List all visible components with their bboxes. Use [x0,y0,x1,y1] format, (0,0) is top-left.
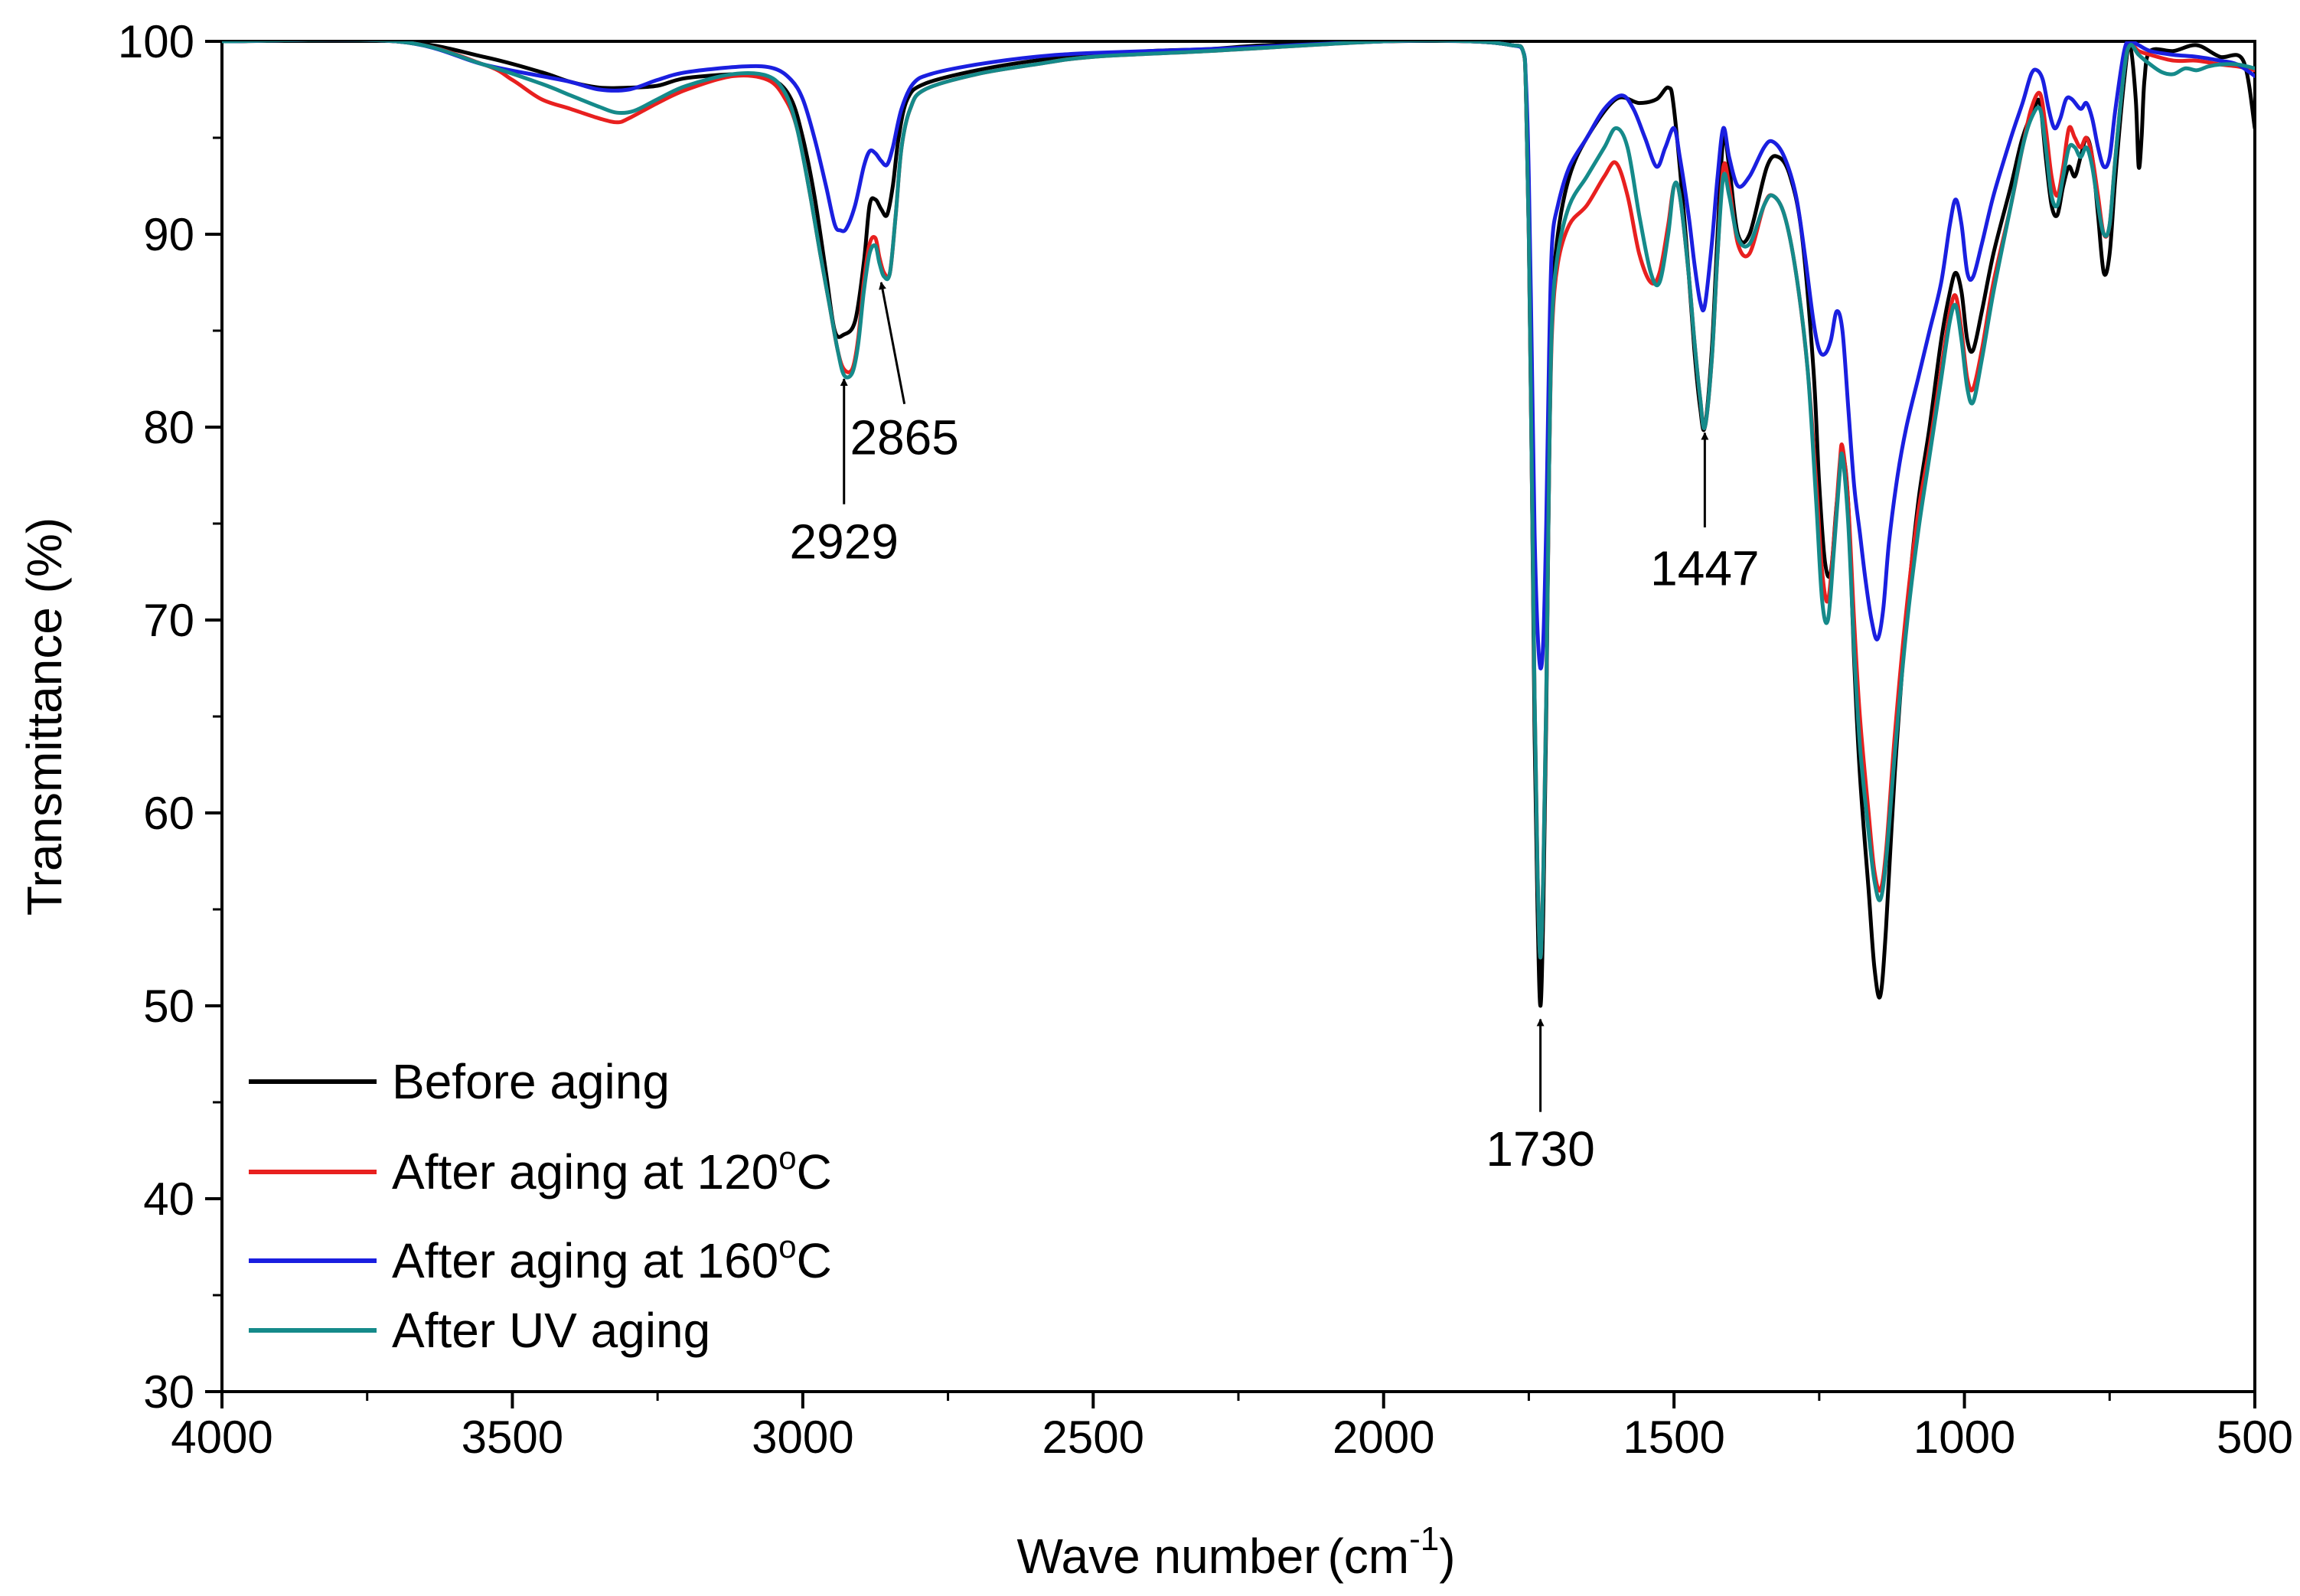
y-tick-label: 100 [118,16,194,67]
x-axis-title: Wave number (cm-1) [1016,1520,1455,1584]
y-tick-label: 90 [143,209,194,260]
series-line-2 [222,41,2255,960]
peak-arrow-2865 [879,282,906,405]
peak-label-2865: 2865 [850,410,958,465]
y-tick-label: 80 [143,402,194,453]
legend-label-2: After aging at 120oC [392,1140,832,1199]
y-axis-title: Transmittance (%) [17,517,72,915]
x-axis-title-unit: cm [1344,1529,1409,1584]
y-axis-ticks: 30 40 50 60 70 80 90 100 [118,16,222,1418]
legend-label-1: Before aging [392,1054,670,1109]
x-tick-label: 3500 [462,1412,563,1463]
y-tick-label: 60 [143,788,194,839]
x-tick-label: 1500 [1623,1412,1724,1463]
x-tick-label: 2500 [1042,1412,1144,1463]
annotation-layer: 2929 2865 1730 1447 [790,282,1760,1177]
series-line-1 [222,41,2255,1008]
x-tick-label: 4000 [171,1412,272,1463]
x-tick-label: 3000 [752,1412,853,1463]
peak-label-1447: 1447 [1650,541,1759,596]
series-line-3 [222,41,2255,671]
y-tick-label: 30 [143,1366,194,1418]
x-axis-title-paren-close: ) [1439,1529,1455,1584]
peak-label-1730: 1730 [1486,1121,1594,1177]
series-layer [222,41,2255,1008]
x-tick-label: 500 [2217,1412,2293,1463]
series-line-4 [222,41,2255,960]
x-tick-label: 1000 [1913,1412,2015,1463]
x-axis-ticks: 4000 3500 3000 2500 2000 1500 1000 500 [171,1392,2293,1463]
y-tick-label: 40 [143,1173,194,1225]
x-axis-title-unit-sup: -1 [1409,1520,1439,1558]
legend-label-3: After aging at 160oC [392,1229,832,1288]
peak-label-2929: 2929 [790,514,899,569]
x-axis-title-paren-open: ( [1327,1529,1343,1584]
y-tick-label: 70 [143,595,194,646]
x-axis-title-text: Wave number [1016,1529,1320,1584]
legend-label-4: After UV aging [392,1303,710,1358]
x-tick-label: 2000 [1333,1412,1434,1463]
legend: Before aging After aging at 120oC After ag… [249,1054,832,1358]
y-tick-label: 50 [143,981,194,1032]
